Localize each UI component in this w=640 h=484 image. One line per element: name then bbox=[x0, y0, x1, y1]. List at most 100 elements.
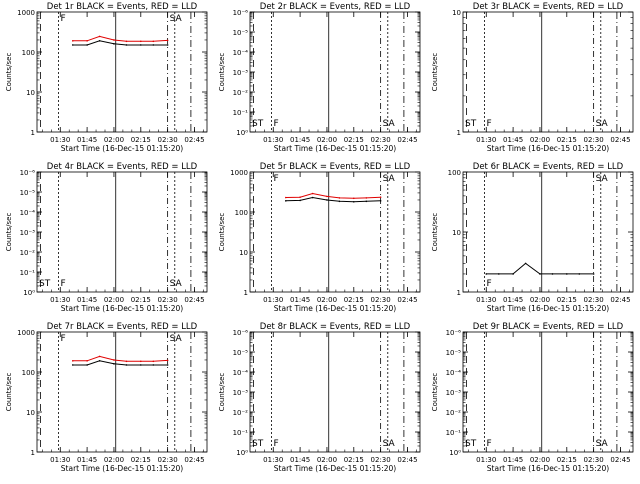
x-tick-label: 02:00 bbox=[530, 136, 550, 144]
series-2-point-4 bbox=[113, 39, 115, 41]
series-2-point-2 bbox=[86, 360, 88, 362]
series-2-point-4 bbox=[113, 359, 115, 361]
x-tick-label: 02:15 bbox=[557, 296, 577, 304]
x-tick-label: 02:15 bbox=[131, 456, 151, 464]
x-axis-label: Start Time (16-Dec-15 01:15:20) bbox=[487, 144, 609, 153]
panel-4: Det 4r BLACK = Events, RED = LLD 10⁰ 10⁻¹ 1… bbox=[5, 162, 208, 313]
y-tick-label: 1000 bbox=[17, 9, 35, 17]
series-line-1 bbox=[72, 360, 168, 366]
x-tick-label: 02:00 bbox=[104, 136, 124, 144]
y-axis-label: Counts/sec bbox=[431, 213, 439, 252]
panel-6: Det 6r BLACK = Events, RED = LLD 1 10 100 Co… bbox=[431, 162, 634, 313]
series-1-point-8 bbox=[166, 44, 169, 46]
plot-frame bbox=[249, 11, 421, 133]
x-tick-label: 02:00 bbox=[104, 456, 124, 464]
x-axis-label: Start Time (16-Dec-15 01:15:20) bbox=[274, 464, 396, 473]
series-2-point-5 bbox=[338, 197, 341, 199]
y-tick-label: 10⁰ bbox=[236, 449, 248, 457]
series-2-point-6 bbox=[352, 197, 355, 200]
y-tick-label: 100 bbox=[22, 369, 35, 377]
series-2-point-6 bbox=[139, 40, 142, 43]
x-tick-label: 02:30 bbox=[158, 296, 178, 304]
series-1-point-7 bbox=[152, 364, 155, 366]
x-tick-label: 01:30 bbox=[263, 456, 283, 464]
y-tick-label: 10⁻⁴ bbox=[20, 209, 36, 217]
marker-f: F bbox=[60, 279, 65, 289]
x-tick-label: 02:45 bbox=[184, 456, 204, 464]
x-tick-label: 02:30 bbox=[158, 456, 178, 464]
x-tick-label: 02:15 bbox=[131, 136, 151, 144]
x-tick-label: 02:30 bbox=[584, 136, 604, 144]
y-tick-label: 10⁻³ bbox=[233, 69, 249, 77]
x-tick-label: 02:30 bbox=[584, 296, 604, 304]
panel-title: Det 2r BLACK = Events, RED = LLD bbox=[260, 2, 411, 12]
series-2-point-8 bbox=[379, 196, 382, 198]
y-tick-label: 10 bbox=[26, 89, 35, 97]
x-tick-label: 02:45 bbox=[184, 136, 204, 144]
x-tick-label: 01:45 bbox=[503, 136, 523, 144]
series-line-2 bbox=[72, 35, 168, 42]
panel-title: Det 8r BLACK = Events, RED = LLD bbox=[260, 322, 411, 332]
series-1-point-3 bbox=[98, 40, 101, 42]
series-1-point-6 bbox=[551, 273, 554, 275]
plot-frame bbox=[462, 11, 634, 133]
series-2-point-3 bbox=[98, 355, 101, 358]
y-axis-label: Counts/sec bbox=[5, 213, 13, 252]
plot-frame bbox=[249, 331, 421, 453]
x-tick-label: 01:30 bbox=[263, 136, 283, 144]
y-tick-label: 10⁻¹ bbox=[446, 429, 462, 437]
series-1-point-1 bbox=[485, 273, 488, 275]
x-tick-label: 02:30 bbox=[584, 456, 604, 464]
x-tick-label: 01:30 bbox=[476, 296, 496, 304]
y-tick-label: 10⁰ bbox=[23, 289, 35, 297]
panel-1: Det 1r BLACK = Events, RED = LLD 1 10 100 10… bbox=[5, 2, 208, 153]
marker-sa: SA bbox=[596, 439, 609, 449]
x-tick-label: 01:45 bbox=[77, 136, 97, 144]
x-tick-label: 02:15 bbox=[131, 296, 151, 304]
series-2-point-1 bbox=[71, 40, 74, 42]
x-tick-label: 02:00 bbox=[530, 296, 550, 304]
series-1-point-7 bbox=[565, 273, 568, 275]
x-tick-label: 01:45 bbox=[503, 456, 523, 464]
panel-title: Det 5r BLACK = Events, RED = LLD bbox=[260, 162, 411, 172]
x-axis-label: Start Time (16-Dec-15 01:15:20) bbox=[61, 464, 183, 473]
y-tick-label: 1 bbox=[244, 289, 248, 297]
x-tick-label: 01:30 bbox=[50, 296, 70, 304]
plot-frame bbox=[36, 11, 208, 133]
y-axis-label: Counts/sec bbox=[218, 53, 226, 92]
y-axis-label: Counts/sec bbox=[431, 373, 439, 412]
series-2-point-1 bbox=[71, 360, 74, 362]
series-1-point-2 bbox=[299, 199, 301, 202]
y-tick-label: 10⁻⁶ bbox=[446, 329, 462, 337]
x-tick-label: 02:00 bbox=[317, 456, 337, 464]
y-axis-label: Counts/sec bbox=[5, 53, 13, 92]
marker-sa: SA bbox=[170, 334, 183, 344]
x-tick-label: 01:45 bbox=[290, 456, 310, 464]
x-tick-label: 01:30 bbox=[50, 456, 70, 464]
marker-sa: SA bbox=[170, 14, 183, 24]
marker-st: ST bbox=[252, 439, 264, 449]
panel-title: Det 4r BLACK = Events, RED = LLD bbox=[47, 162, 198, 172]
x-tick-label: 02:00 bbox=[530, 456, 550, 464]
x-tick-label: 01:30 bbox=[476, 136, 496, 144]
y-tick-label: 10⁻⁵ bbox=[233, 349, 249, 357]
series-1-point-4 bbox=[524, 262, 527, 265]
series-1-point-3 bbox=[512, 273, 514, 275]
series-line-1 bbox=[486, 262, 594, 275]
series-line-2 bbox=[285, 192, 381, 199]
series-1-point-3 bbox=[98, 360, 101, 362]
x-tick-label: 02:45 bbox=[610, 456, 630, 464]
marker-st: ST bbox=[39, 279, 51, 289]
series-line-2 bbox=[72, 355, 168, 362]
series-1-point-1 bbox=[71, 44, 74, 46]
series-1-point-5 bbox=[338, 200, 341, 203]
series-1-point-5 bbox=[125, 44, 128, 46]
plot-frame bbox=[462, 331, 634, 453]
series-2-point-7 bbox=[365, 197, 368, 199]
series-1-point-2 bbox=[86, 364, 88, 366]
y-tick-label: 10⁻³ bbox=[446, 389, 462, 397]
series-1-point-1 bbox=[71, 364, 74, 366]
plot-frame bbox=[36, 171, 208, 293]
y-tick-label: 1000 bbox=[17, 329, 35, 337]
marker-st: ST bbox=[465, 439, 477, 449]
